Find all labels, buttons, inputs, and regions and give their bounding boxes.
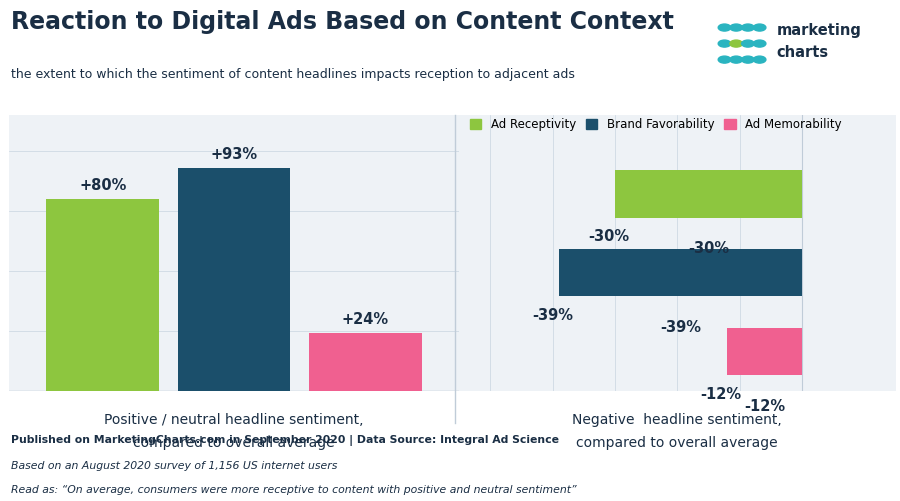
Bar: [727, 328, 802, 375]
Text: compared to overall average: compared to overall average: [576, 436, 778, 450]
Bar: [309, 333, 421, 391]
Bar: [559, 249, 802, 296]
Text: Reaction to Digital Ads Based on Content Context: Reaction to Digital Ads Based on Content…: [11, 10, 674, 34]
Text: -30%: -30%: [588, 229, 629, 244]
Text: Read as: “On average, consumers were more receptive to content with positive and: Read as: “On average, consumers were mor…: [11, 485, 576, 495]
Text: +93%: +93%: [211, 147, 257, 162]
Text: +80%: +80%: [79, 178, 126, 193]
Text: -39%: -39%: [532, 308, 573, 323]
Text: Published on MarketingCharts.com in September 2020 | Data Source: Integral Ad Sc: Published on MarketingCharts.com in Sept…: [11, 435, 559, 446]
Text: -30%: -30%: [688, 241, 729, 256]
Text: Positive / neutral headline sentiment,: Positive / neutral headline sentiment,: [104, 413, 364, 427]
Text: charts: charts: [777, 45, 829, 60]
Text: -12%: -12%: [744, 399, 785, 414]
Text: -12%: -12%: [700, 387, 742, 402]
Text: compared to overall average: compared to overall average: [133, 436, 335, 450]
Text: the extent to which the sentiment of content headlines impacts reception to adja: the extent to which the sentiment of con…: [11, 68, 575, 81]
Text: Based on an August 2020 survey of 1,156 US internet users: Based on an August 2020 survey of 1,156 …: [11, 460, 338, 470]
Bar: [47, 199, 159, 391]
Bar: [615, 170, 802, 217]
Bar: [178, 168, 290, 391]
Text: marketing: marketing: [777, 23, 861, 38]
Text: +24%: +24%: [342, 312, 389, 327]
Legend: Ad Receptivity, Brand Favorability, Ad Memorability: Ad Receptivity, Brand Favorability, Ad M…: [465, 114, 847, 136]
Text: Negative  headline sentiment,: Negative headline sentiment,: [572, 413, 782, 427]
Text: -39%: -39%: [660, 320, 701, 335]
